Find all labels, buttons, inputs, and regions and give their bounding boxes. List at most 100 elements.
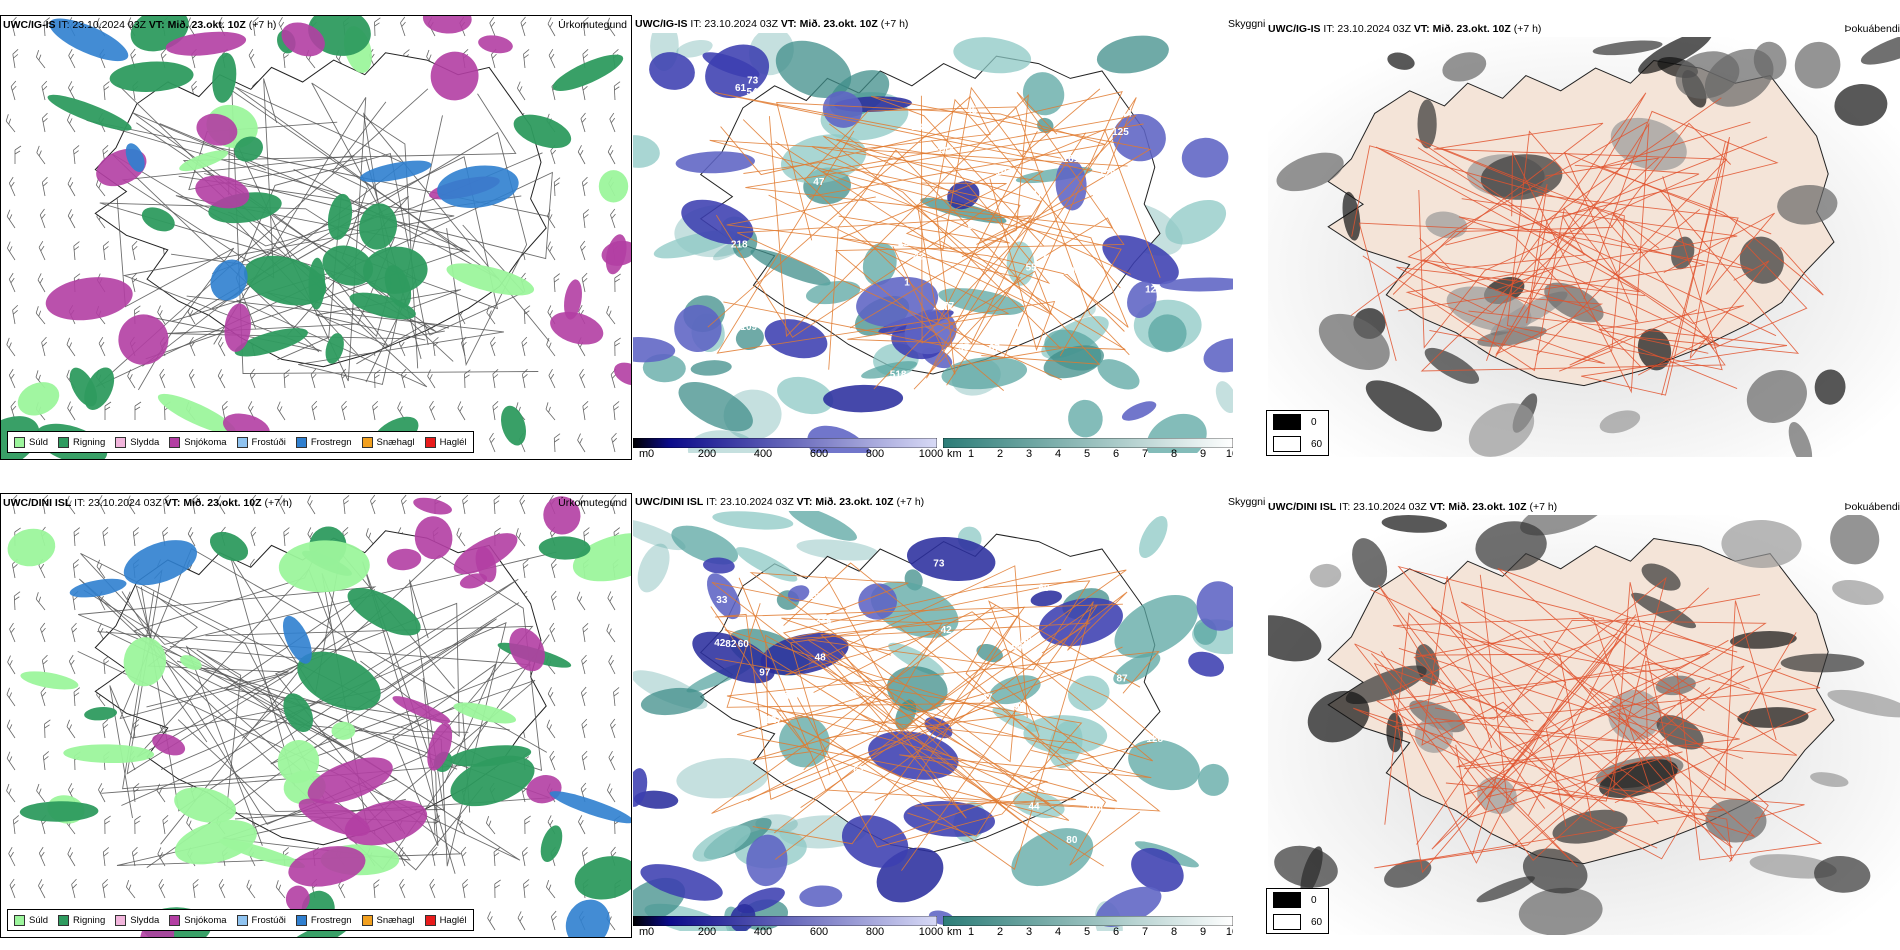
legend-label: Súld <box>29 436 49 448</box>
valid-time: VT: Mið. 23.okt. 10Z <box>1429 501 1527 513</box>
cloudbase-colorbar: m 0 200 400 600 800 1000 <box>633 438 943 460</box>
cloudbase-value-label: 144 <box>937 146 954 157</box>
cloudbase-value-label: 84 <box>1076 214 1088 225</box>
cloudbase-tick: 200 <box>697 448 717 460</box>
fog-legend-swatch <box>1273 436 1301 452</box>
cloudbase-value-label: 52 <box>1038 249 1050 260</box>
init-time: IT: 23.10.2024 03Z <box>690 18 778 30</box>
cloudbase-value-label: 105 <box>713 721 730 732</box>
cloudbase-value-label: 127 <box>765 715 782 726</box>
cloudbase-value-label: 44 <box>1029 801 1041 812</box>
fog-title: Þokuábendi <box>1844 23 1900 35</box>
visibility-tick: 6 <box>1112 448 1120 460</box>
cloudbase-value-label: 188 <box>778 692 795 703</box>
cloudbase-value-label: 47 <box>982 692 994 703</box>
cloudbase-value-label: 518 <box>890 369 907 380</box>
cloudbase-value-label: 1 <box>904 278 910 289</box>
legend-swatch <box>169 436 181 448</box>
visibility-tick: 7 <box>1141 926 1149 938</box>
legend-item: Slydda <box>115 914 159 926</box>
visibility-tick: 5 <box>1083 448 1091 460</box>
fog-legend-swatch <box>1273 414 1301 430</box>
legend-item: Haglél <box>424 436 467 448</box>
legend-label: Slydda <box>130 436 160 448</box>
cloudbase-value-label: 48 <box>815 653 827 664</box>
cloudbase-value-label: 98 <box>734 737 746 748</box>
cloudbase-tick: 400 <box>753 448 773 460</box>
precip-type-map <box>1 16 631 459</box>
precip-header: UWC/DINI ISL IT: 23.10.2024 03Z VT: Mið.… <box>3 497 292 509</box>
legend-swatch <box>295 436 307 448</box>
cloudbase-value-label: 105 <box>784 689 801 700</box>
fog-panel: Skyggni UWC/IG-IS IT: 23.10.2024 03Z VT:… <box>1228 15 1900 460</box>
cloudbase-tick: 400 <box>753 926 773 938</box>
visibility-tick: 9 <box>1199 926 1207 938</box>
cloudbase-value-label: 64 <box>968 221 980 232</box>
cloudbase-value-label: 95 <box>1014 702 1026 713</box>
visibility-unit: km <box>947 448 962 460</box>
cloudbase-value-label: 64 <box>1012 642 1024 653</box>
visibility-tick: 6 <box>1112 926 1120 938</box>
cloudbase-value-label: 22 <box>898 238 910 249</box>
legend-label: Rigning <box>73 436 106 448</box>
visibility-title: Skyggni <box>1228 18 1266 30</box>
cloudbase-value-label: 97 <box>759 668 771 679</box>
legend-item: Snæhagl <box>361 436 415 448</box>
cloudbase-value-label: 73 <box>747 76 759 87</box>
legend-label: Frostúði <box>251 436 286 448</box>
visibility-tick: 7 <box>1141 448 1149 460</box>
cloudbase-value-label: 55 <box>958 342 970 353</box>
visibility-tick: 8 <box>1170 448 1178 460</box>
precip-type-map <box>1 494 631 937</box>
cloudbase-value-label: 91 <box>846 689 858 700</box>
legend-item: Frostregn <box>295 436 352 448</box>
cloudbase-tick: 800 <box>865 448 885 460</box>
legend-swatch <box>424 914 436 926</box>
legend-item: Snjókoma <box>169 436 227 448</box>
model-name: UWC/IG-IS <box>3 19 56 31</box>
visibility-tick: 2 <box>996 926 1004 938</box>
legend-label: Snjókoma <box>184 436 227 448</box>
visibility-tick: 4 <box>1054 448 1062 460</box>
fog-legend-swatch <box>1273 892 1301 908</box>
model-name: UWC/IG-IS <box>1268 23 1321 35</box>
cloud-header: UWC/DINI ISL IT: 23.10.2024 03Z VT: Mið.… <box>635 496 924 508</box>
cloudbase-value-label: 198 <box>1064 266 1081 277</box>
legend-swatch <box>295 914 307 926</box>
visibility-tick: 5 <box>1083 926 1091 938</box>
cloudbase-tick: 600 <box>809 448 829 460</box>
cloudbase-value-label: 82 <box>725 639 737 650</box>
cloudbase-value-label: 59 <box>765 806 777 817</box>
visibility-tick: 1 <box>967 926 975 938</box>
fog-header: UWC/DINI ISL IT: 23.10.2024 03Z VT: Mið.… <box>1268 501 1557 513</box>
fog-legend-item: 0 <box>1267 411 1328 433</box>
cloudbase-value-label: 47 <box>1032 189 1044 200</box>
visibility-colorbar: km 1 2 3 4 5 6 7 8 9 10 <box>943 438 1233 460</box>
cloudbase-value-label: 218 <box>731 240 748 251</box>
fog-map <box>1268 515 1900 935</box>
fog-legend-label: 0 <box>1311 416 1317 428</box>
fog-legend-label: 60 <box>1311 438 1323 450</box>
cloudbase-tick: 1000 <box>918 926 944 938</box>
legend-label: Snjókoma <box>184 914 227 926</box>
cloudbase-value-label: 107 <box>996 167 1013 178</box>
cloudbase-tick: 1000 <box>918 448 944 460</box>
cloudbase-value-label: 110 <box>902 71 919 82</box>
cloudbase-value-label: 67 <box>989 343 1001 354</box>
visibility-tick: 2 <box>996 448 1004 460</box>
cloudbase-value-label: 238 <box>815 616 832 627</box>
legend-label: Frostregn <box>310 436 352 448</box>
cloudbase-unit: m <box>639 926 649 938</box>
visibility-colorbar: km 1 2 3 4 5 6 7 8 9 10 <box>943 916 1233 938</box>
precip-type-panel: UWC/IG-IS IT: 23.10.2024 03Z VT: Mið. 23… <box>0 15 632 460</box>
fog-legend-item: 60 <box>1267 433 1328 455</box>
precip-type-panel: UWC/DINI ISL IT: 23.10.2024 03Z VT: Mið.… <box>0 493 632 938</box>
fog-title: Þokuábendi <box>1844 501 1900 513</box>
visibility-tick: 10 <box>1225 448 1233 460</box>
cloudbase-value-label: 49 <box>1021 635 1033 646</box>
cloudbase-unit: m <box>639 448 649 460</box>
legend-label: Haglél <box>439 914 467 926</box>
cloudbase-value-label: 128 <box>1099 169 1116 180</box>
cloudbase-value-label: 45 <box>966 106 978 117</box>
legend-item: Snjókoma <box>169 914 227 926</box>
